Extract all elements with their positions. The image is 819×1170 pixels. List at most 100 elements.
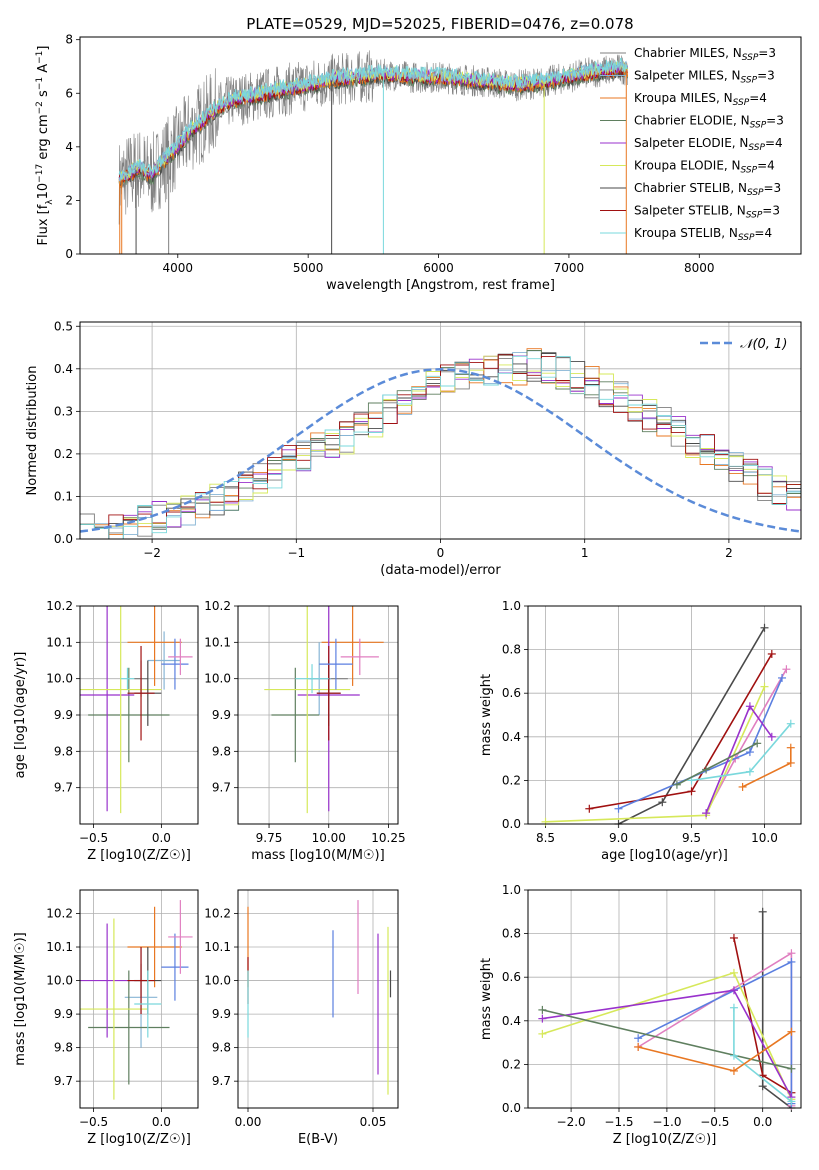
x-tick-label: −0.5 xyxy=(79,1115,108,1129)
x-axis-label: (data-model)/error xyxy=(380,563,501,578)
x-axis-label: wavelength [Angstrom, rest frame] xyxy=(326,278,555,293)
y-tick-label: 10.1 xyxy=(204,635,231,649)
y-tick-label: 0.2 xyxy=(502,773,521,787)
y-tick-label: 10.0 xyxy=(204,672,231,686)
y-tick-label: 0.4 xyxy=(54,362,73,376)
x-tick-label: −0.5 xyxy=(700,1115,729,1129)
mass_vs_Z-axes: −0.5 0.0 9.7 9.8 9.9 10.0 10.1 10.2 xyxy=(46,890,198,1129)
spectrum-frame xyxy=(79,36,802,255)
x-axis-label: age [log10(age/yr)] xyxy=(601,848,728,863)
y-tick-label: 0.0 xyxy=(502,1101,521,1115)
spectrum-axes: 4000 5000 6000 7000 8000 0 2 4 6 8 xyxy=(65,33,714,275)
y-tick-label: 10.1 xyxy=(46,635,73,649)
legend-entry: 𝒩(0, 1) xyxy=(740,337,787,352)
chart-panels: 4000 5000 6000 7000 8000 0 2 4 6 8 wavelength [Ang… xyxy=(13,33,802,1147)
mass_weight_vs_Z-lines xyxy=(538,907,796,1112)
x-tick-label: 2 xyxy=(725,546,733,560)
age_vs_mass-axes: 9.75 10.00 10.25 9.7 9.8 9.9 10.0 10.1 10.2 xyxy=(204,599,405,845)
x-tick-label: 9.0 xyxy=(609,831,628,845)
y-tick-label: 9.8 xyxy=(54,1041,73,1055)
y-tick-label: 1.0 xyxy=(502,599,521,613)
y-axis-label: age [log10(age/yr)] xyxy=(13,652,28,779)
y-tick-label: 0.8 xyxy=(502,927,521,941)
x-axis-label: Z [log10(Z/Z☉)] xyxy=(87,848,191,863)
spectrum-lines xyxy=(118,50,629,254)
legend-entry: Salpeter STELIB, NSSP=3 xyxy=(634,204,780,221)
legend-entry: Chabrier STELIB, NSSP=3 xyxy=(634,181,781,198)
y-tick-label: 0 xyxy=(65,247,73,261)
y-tick-label: 0.4 xyxy=(502,730,521,744)
y-tick-label: 9.9 xyxy=(54,708,73,722)
age_vs_mass-frame xyxy=(237,605,399,825)
y-tick-label: 9.9 xyxy=(212,708,231,722)
y-tick-label: 0.0 xyxy=(54,532,73,546)
legend-entry: Salpeter MILES, NSSP=3 xyxy=(634,69,775,86)
y-tick-label: 9.9 xyxy=(54,1007,73,1021)
age_vs_mass-errorbars xyxy=(264,606,384,814)
x-tick-label: 7000 xyxy=(554,261,585,275)
x-tick-label: 0.05 xyxy=(360,1115,387,1129)
y-tick-label: 10.0 xyxy=(204,974,231,988)
normal-curve xyxy=(79,368,802,533)
y-tick-label: 9.7 xyxy=(54,1074,73,1088)
y-axis-label: Normed distribution xyxy=(25,366,40,496)
legend-entry: Kroupa STELIB, NSSP=4 xyxy=(634,226,772,243)
mass_weight_vs_age-lines xyxy=(541,623,795,828)
y-tick-label: 10.1 xyxy=(46,940,73,954)
y-tick-label: 0.8 xyxy=(502,643,521,657)
y-tick-label: 0.6 xyxy=(502,970,521,984)
y-tick-label: 0.2 xyxy=(54,447,73,461)
legend-entry: Salpeter ELODIE, NSSP=4 xyxy=(634,136,783,153)
x-tick-label: 10.0 xyxy=(751,831,778,845)
y-tick-label: 4 xyxy=(65,140,73,154)
x-tick-label: −1.0 xyxy=(652,1115,681,1129)
legend-entry: Chabrier MILES, NSSP=3 xyxy=(634,46,776,63)
mass_weight_vs_age-frame xyxy=(527,605,802,825)
weight-series-line xyxy=(545,686,766,823)
y-tick-label: 10.2 xyxy=(204,906,231,920)
x-tick-label: 1 xyxy=(581,546,589,560)
x-tick-label: −2 xyxy=(143,546,161,560)
y-tick-label: 10.0 xyxy=(46,974,73,988)
y-tick-label: 9.8 xyxy=(212,1041,231,1055)
y-tick-label: 2 xyxy=(65,193,73,207)
y-tick-label: 9.9 xyxy=(212,1007,231,1021)
figure-title: PLATE=0529, MJD=52025, FIBERID=0476, z=0… xyxy=(246,15,633,33)
y-tick-label: 0.2 xyxy=(502,1057,521,1071)
x-tick-label: 4000 xyxy=(163,261,194,275)
histogram-steps xyxy=(79,348,802,540)
x-tick-label: 8.5 xyxy=(536,831,555,845)
weight-series-line xyxy=(705,704,773,814)
y-tick-label: 8 xyxy=(65,33,73,47)
mass_vs_Z-frame xyxy=(79,889,199,1109)
x-axis-label: Z [log10(Z/Z☉)] xyxy=(613,1132,717,1147)
age_vs_Z-frame xyxy=(79,605,199,825)
mass_vs_ebv-frame xyxy=(237,889,399,1109)
y-axis-label: mass weight xyxy=(479,674,494,756)
y-tick-label: 0.3 xyxy=(54,404,73,418)
mass_vs_ebv-axes: 0.00 0.05 9.7 9.8 9.9 10.0 10.1 10.2 xyxy=(204,890,398,1129)
x-tick-label: 0.0 xyxy=(152,831,171,845)
x-tick-label: −0.5 xyxy=(79,831,108,845)
weight-series-line xyxy=(542,1009,792,1070)
weight-series-line xyxy=(705,668,788,814)
x-tick-label: 6000 xyxy=(423,261,454,275)
x-tick-label: 9.5 xyxy=(682,831,701,845)
x-tick-label: 0.00 xyxy=(235,1115,262,1129)
y-tick-label: 0.4 xyxy=(502,1014,521,1028)
age_vs_Z-errorbars xyxy=(80,606,193,814)
y-tick-label: 0.5 xyxy=(54,319,73,333)
y-tick-label: 10.1 xyxy=(204,940,231,954)
y-tick-label: 9.7 xyxy=(54,781,73,795)
y-tick-label: 9.7 xyxy=(212,1074,231,1088)
x-tick-label: 8000 xyxy=(684,261,715,275)
x-axis-label: E(B-V) xyxy=(298,1132,338,1147)
mass_weight_vs_Z-frame xyxy=(527,889,802,1109)
model-spectrum-line xyxy=(118,61,629,181)
model-spectrum-line xyxy=(118,57,628,181)
x-tick-label: −2.0 xyxy=(557,1115,586,1129)
y-tick-label: 9.8 xyxy=(212,744,231,758)
mass_vs_ebv-errorbars xyxy=(247,900,392,1095)
x-axis-label: mass [log10(M/M☉)] xyxy=(251,848,384,863)
